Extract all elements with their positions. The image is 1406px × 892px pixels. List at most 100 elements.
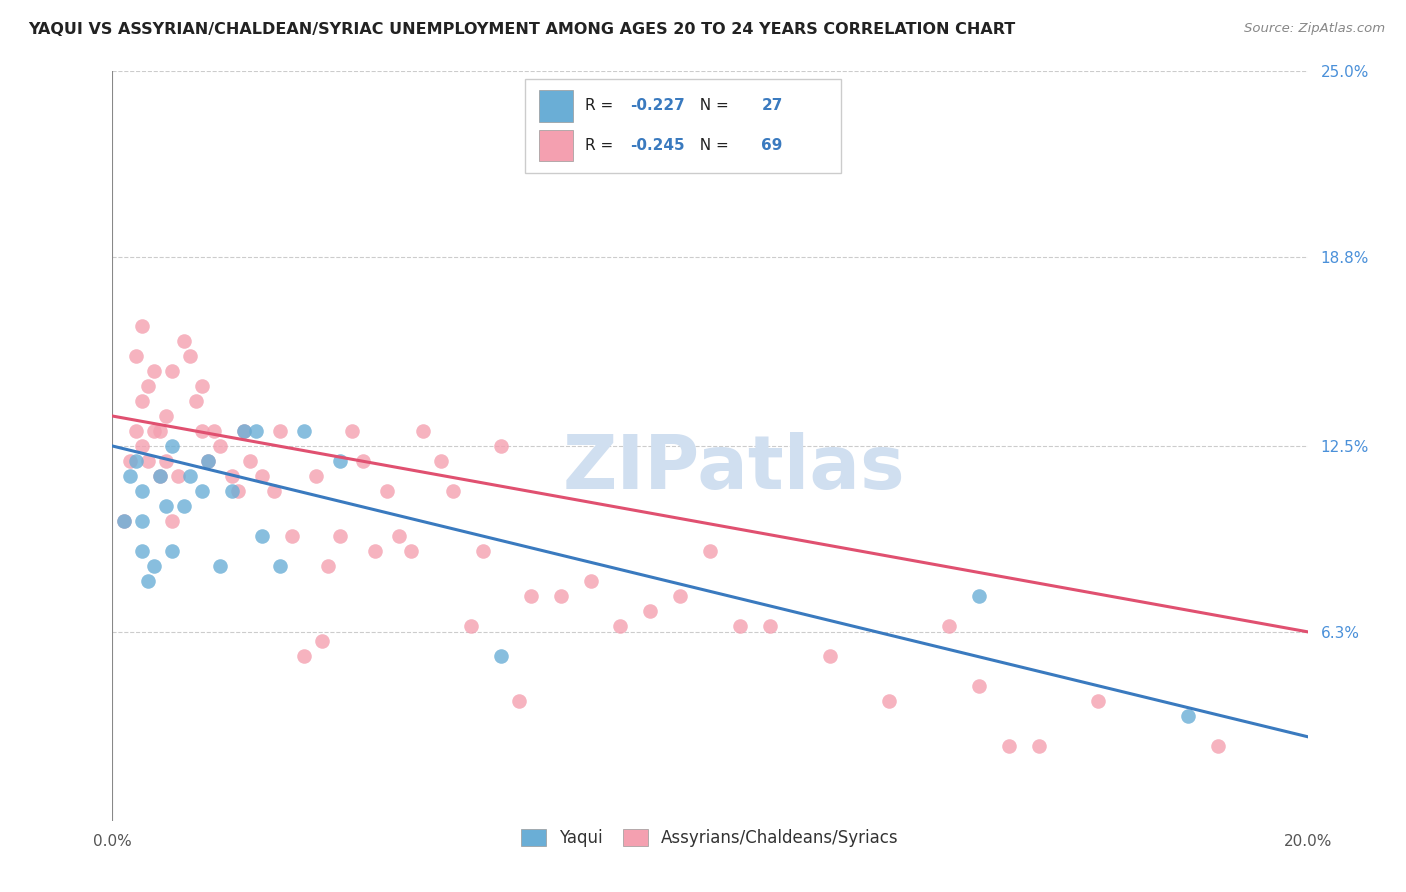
Point [143,558,166,573]
Point [209,558,232,573]
Point [472,544,495,558]
Point [388,529,411,543]
Point [329,529,352,543]
Point [191,424,214,438]
Point [305,469,328,483]
Text: 69: 69 [762,138,783,153]
Point [245,424,267,438]
Point [640,604,662,618]
Point [233,424,256,438]
Point [131,544,153,558]
Point [281,529,304,543]
Point [669,589,692,603]
Point [430,454,453,468]
Point [120,469,142,483]
Text: YAQUI VS ASSYRIAN/CHALDEAN/SYRIAC UNEMPLOYMENT AMONG AGES 20 TO 24 YEARS CORRELA: YAQUI VS ASSYRIAN/CHALDEAN/SYRIAC UNEMPL… [28,22,1015,37]
Text: 27: 27 [762,97,783,112]
Point [364,544,387,558]
Point [967,589,990,603]
Point [173,334,195,348]
Legend: Yaqui, Assyrians/Chaldeans/Syriacs: Yaqui, Assyrians/Chaldeans/Syriacs [510,819,910,857]
Point [412,424,434,438]
Text: -0.245: -0.245 [630,138,685,153]
Point [197,454,219,468]
Point [114,514,135,528]
Point [377,483,399,498]
Point [138,574,160,588]
Point [609,619,631,633]
Text: R =: R = [585,138,617,153]
Point [125,454,148,468]
Point [155,409,177,423]
Point [292,648,315,663]
Point [311,633,333,648]
Point [316,558,339,573]
Text: R =: R = [585,97,617,112]
Point [1177,708,1199,723]
Point [202,424,225,438]
Point [226,483,249,498]
Text: Source: ZipAtlas.com: Source: ZipAtlas.com [1244,22,1385,36]
Point [460,619,482,633]
Point [489,648,512,663]
Text: -0.227: -0.227 [630,97,685,112]
Point [131,483,153,498]
Point [114,514,135,528]
FancyBboxPatch shape [538,130,572,161]
Point [998,739,1021,753]
Point [221,469,243,483]
Point [250,469,273,483]
Point [250,529,273,543]
Text: N =: N = [690,138,734,153]
Point [162,514,183,528]
Point [292,424,315,438]
Point [818,648,841,663]
Point [441,483,464,498]
Point [1206,739,1229,753]
Point [879,694,901,708]
Point [699,544,721,558]
Point [1028,739,1050,753]
Point [131,394,153,409]
Text: N =: N = [690,97,734,112]
Point [162,544,183,558]
Point [197,454,219,468]
Point [329,454,352,468]
Point [138,379,160,393]
Point [155,499,177,513]
Point [269,424,291,438]
Point [149,469,172,483]
Point [131,439,153,453]
Point [508,694,530,708]
FancyBboxPatch shape [538,90,572,121]
Point [967,679,990,693]
Point [233,424,256,438]
Point [179,349,201,363]
Point [173,499,195,513]
Point [263,483,285,498]
Point [143,424,166,438]
Point [191,483,214,498]
Point [179,469,201,483]
Point [489,439,512,453]
Point [149,469,172,483]
Point [353,454,375,468]
Point [162,439,183,453]
Point [759,619,782,633]
Point [143,364,166,378]
Point [131,514,153,528]
Point [120,454,142,468]
Point [191,379,214,393]
Point [131,319,153,334]
Point [239,454,262,468]
Point [401,544,423,558]
Point [938,619,960,633]
Point [149,424,172,438]
Point [155,454,177,468]
Point [550,589,572,603]
Point [186,394,208,409]
Point [340,424,363,438]
Point [167,469,190,483]
Point [269,558,291,573]
Point [209,439,232,453]
